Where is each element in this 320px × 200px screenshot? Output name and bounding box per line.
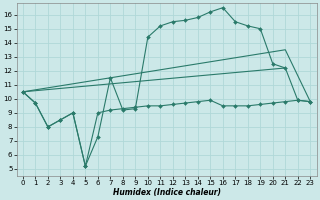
X-axis label: Humidex (Indice chaleur): Humidex (Indice chaleur) <box>113 188 220 197</box>
